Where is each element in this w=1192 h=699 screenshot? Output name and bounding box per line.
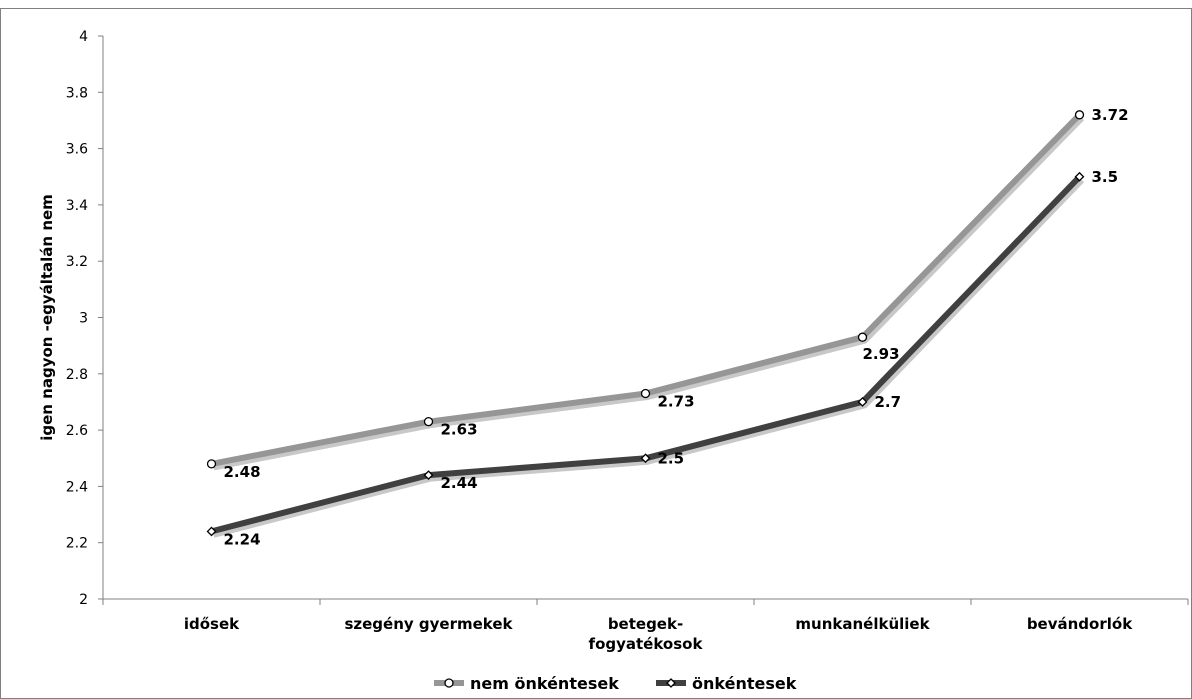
y-tick-label: 2.2	[66, 536, 88, 552]
data-label: 3.5	[1092, 168, 1119, 186]
x-category-label: szegény gyermekek	[344, 615, 513, 633]
y-tick-label: 3	[79, 311, 88, 327]
data-point-marker	[640, 453, 651, 464]
data-label: 2.93	[863, 345, 900, 363]
chart-area-background	[0, 8, 1192, 699]
data-label: 2.5	[658, 449, 685, 467]
y-tick-label: 4	[79, 29, 88, 45]
y-tick-label: 2.8	[66, 367, 88, 383]
x-axis-ticks	[102, 599, 1189, 605]
data-label: 2.73	[658, 393, 695, 411]
data-label: 3.72	[1092, 106, 1129, 124]
data-point-marker	[206, 459, 217, 469]
legend-label: nem önkéntesek	[470, 674, 619, 693]
data-point-marker	[640, 388, 651, 399]
x-axis-category-labels: idősek szegény gyermekek betegek-fogyatéko…	[184, 615, 1133, 653]
data-label: 2.24	[224, 530, 261, 548]
data-label: 2.7	[875, 393, 902, 411]
legend-label: önkéntesek	[692, 674, 797, 693]
series-line-shadow	[212, 177, 1085, 538]
legend-item: önkéntesek	[656, 674, 797, 693]
data-point-marker	[1074, 171, 1085, 182]
data-label: 2.63	[441, 421, 478, 439]
y-axis-title: igen nagyon -egyáltalán nem	[38, 194, 56, 441]
legend-marker	[666, 678, 676, 688]
data-point-marker	[423, 417, 434, 427]
data-label: 2.48	[224, 463, 261, 481]
legend: nem önkéntesek önkéntesek	[434, 674, 797, 693]
data-point-marker	[423, 470, 434, 481]
series-1: 2.48 2.63 2.73 2.93 3.72	[206, 106, 1129, 481]
y-tick-label: 2.6	[66, 423, 88, 439]
series-layer: 2.48 2.63 2.73 2.93 3.72 2.24 2.44 2.5 2.7 3.5	[206, 106, 1129, 548]
y-tick-label: 3.2	[66, 254, 88, 270]
legend-item: nem önkéntesek	[434, 674, 619, 693]
x-category-label: bevándorlók	[1027, 615, 1133, 633]
data-label: 2.44	[441, 474, 478, 492]
y-tick-label: 2	[79, 592, 88, 608]
y-tick-label: 3.8	[66, 85, 88, 101]
x-category-label: munkanélküliek	[795, 615, 930, 633]
y-tick-label: 2.4	[66, 479, 88, 495]
data-point-marker	[857, 332, 868, 342]
y-axis-ticks: 2 2.2 2.4 2.6 2.8 3 3.2 3.4 3.6 3.8 4	[66, 29, 103, 608]
x-category-label: betegek-fogyatékosok	[589, 615, 704, 653]
data-point-marker	[206, 526, 217, 537]
legend-marker	[444, 678, 454, 688]
x-category-label: idősek	[184, 615, 240, 633]
series-2: 2.24 2.44 2.5 2.7 3.5	[206, 168, 1119, 548]
data-point-marker	[857, 397, 868, 407]
y-tick-label: 3.6	[66, 142, 88, 158]
y-tick-label: 3.4	[66, 198, 88, 214]
data-point-marker	[1074, 110, 1085, 120]
